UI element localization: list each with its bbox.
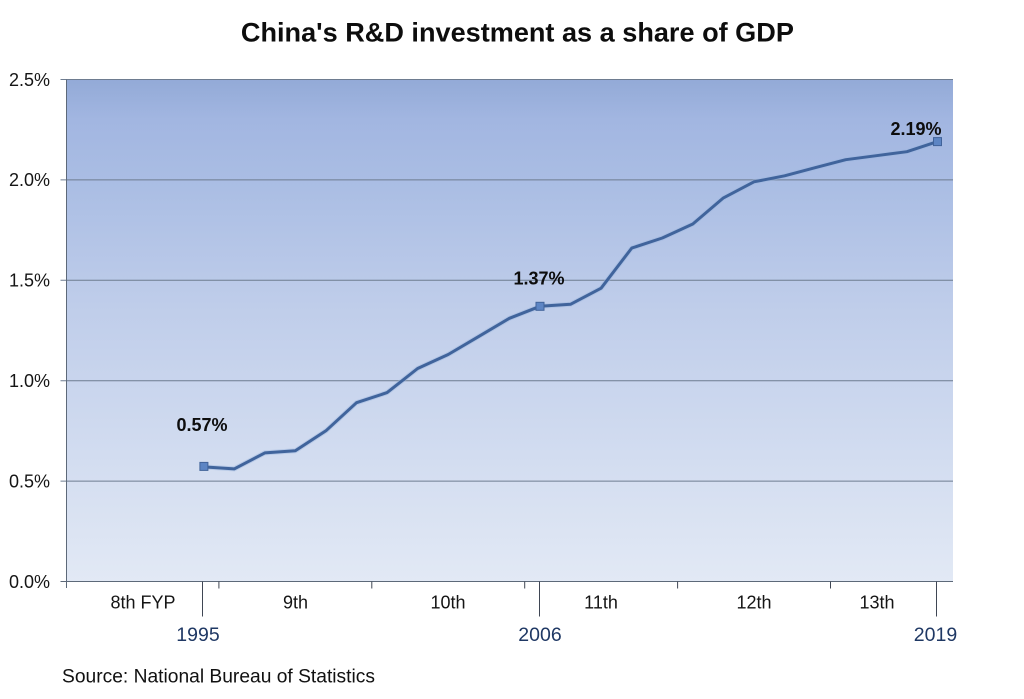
svg-text:0.0%: 0.0%: [9, 572, 50, 592]
svg-text:Source: National Bureau of Sta: Source: National Bureau of Statistics: [62, 667, 375, 688]
svg-text:China's R&D investment as a sh: China's R&D investment as a share of GDP: [241, 18, 794, 48]
svg-text:8th FYP: 8th FYP: [110, 593, 175, 613]
svg-text:9th: 9th: [283, 593, 308, 613]
svg-text:0.57%: 0.57%: [176, 415, 227, 435]
svg-text:1.5%: 1.5%: [9, 271, 50, 291]
svg-text:1995: 1995: [176, 624, 220, 646]
svg-text:11th: 11th: [584, 593, 618, 613]
svg-text:2.5%: 2.5%: [9, 70, 50, 90]
svg-text:0.5%: 0.5%: [9, 471, 50, 491]
svg-text:2006: 2006: [518, 624, 561, 646]
svg-text:2.19%: 2.19%: [890, 119, 941, 139]
svg-text:1.37%: 1.37%: [513, 268, 564, 288]
svg-text:2019: 2019: [914, 624, 957, 646]
svg-text:2.0%: 2.0%: [9, 170, 50, 190]
svg-text:1.0%: 1.0%: [9, 371, 50, 391]
svg-text:12th: 12th: [736, 593, 771, 613]
svg-text:13th: 13th: [859, 593, 894, 613]
svg-text:10th: 10th: [430, 593, 465, 613]
